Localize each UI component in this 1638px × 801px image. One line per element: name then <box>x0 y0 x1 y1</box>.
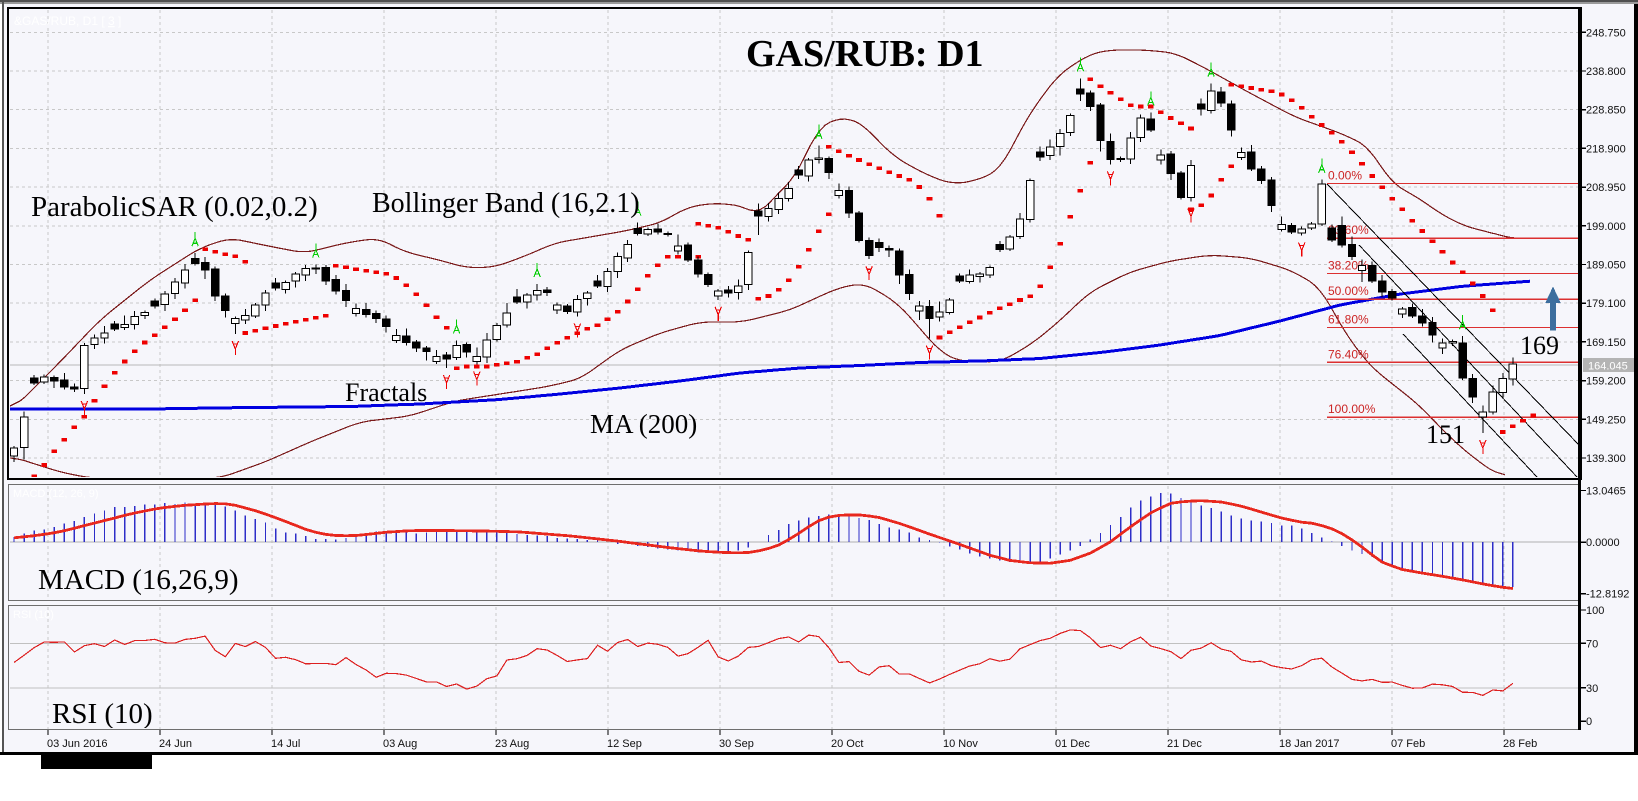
svg-text:03 Aug: 03 Aug <box>383 738 417 750</box>
svg-text:24 Jun: 24 Jun <box>159 738 192 750</box>
svg-text:01 Dec: 01 Dec <box>1055 738 1090 750</box>
svg-text:0.0000: 0.0000 <box>1586 537 1620 549</box>
svg-text:30: 30 <box>1586 683 1598 695</box>
svg-text:RSI (10): RSI (10) <box>13 609 54 621</box>
svg-text:Bollinger Band (16,2.1): Bollinger Band (16,2.1) <box>372 188 640 219</box>
svg-text:238.800: 238.800 <box>1586 66 1626 78</box>
svg-text:179.100: 179.100 <box>1586 298 1626 310</box>
svg-text:MA (200): MA (200) <box>590 409 697 439</box>
svg-text:20 Oct: 20 Oct <box>831 738 863 750</box>
svg-text:Fractals: Fractals <box>345 378 427 407</box>
svg-text:61.80%: 61.80% <box>1328 313 1369 327</box>
svg-text:228.850: 228.850 <box>1586 105 1626 117</box>
svg-text:0: 0 <box>1586 716 1592 728</box>
svg-text:169: 169 <box>1520 331 1559 360</box>
svg-text:07 Feb: 07 Feb <box>1391 738 1425 750</box>
svg-text:0.00%: 0.00% <box>1328 169 1362 183</box>
svg-text:208.950: 208.950 <box>1586 182 1626 194</box>
svg-text:RSI (10): RSI (10) <box>52 698 153 730</box>
svg-text:100.00%: 100.00% <box>1328 402 1376 416</box>
svg-text:199.000: 199.000 <box>1586 221 1626 233</box>
svg-text:-12.8192: -12.8192 <box>1586 589 1629 601</box>
svg-text:139.300: 139.300 <box>1586 453 1626 465</box>
svg-text:100: 100 <box>1586 605 1604 617</box>
svg-text:76.40%: 76.40% <box>1328 347 1369 361</box>
svg-text:23 Aug: 23 Aug <box>495 738 529 750</box>
svg-text:03 Jun 2016: 03 Jun 2016 <box>47 738 108 750</box>
svg-text:21 Dec: 21 Dec <box>1167 738 1202 750</box>
svg-text:189.050: 189.050 <box>1586 260 1626 272</box>
svg-text:MACD (12, 26, 9): MACD (12, 26, 9) <box>13 488 99 500</box>
svg-text:18 Jan 2017: 18 Jan 2017 <box>1279 738 1340 750</box>
svg-text:149.250: 149.250 <box>1586 414 1626 426</box>
svg-text:10 Nov: 10 Nov <box>943 738 978 750</box>
svg-text:151: 151 <box>1426 420 1465 449</box>
svg-text:159.200: 159.200 <box>1586 376 1626 388</box>
svg-text:70: 70 <box>1586 638 1598 650</box>
svg-text:164.045: 164.045 <box>1588 360 1628 372</box>
svg-text:GAS/RUB: D1: GAS/RUB: D1 <box>746 33 984 75</box>
svg-text:169.150: 169.150 <box>1586 337 1626 349</box>
svg-text:14 Jul: 14 Jul <box>271 738 300 750</box>
svg-text:13.0465: 13.0465 <box>1586 486 1626 498</box>
svg-text:28 Feb: 28 Feb <box>1503 738 1537 750</box>
svg-text:30 Sep: 30 Sep <box>719 738 754 750</box>
svg-text:50.00%: 50.00% <box>1328 284 1369 298</box>
svg-text:MACD (16,26,9): MACD (16,26,9) <box>38 564 239 596</box>
svg-text:218.900: 218.900 <box>1586 143 1626 155</box>
svg-text:248.750: 248.750 <box>1586 27 1626 39</box>
svg-text:12 Sep: 12 Sep <box>607 738 642 750</box>
svg-text:&GAS/RUB, D1 [ 3 ]: &GAS/RUB, D1 [ 3 ] <box>14 14 121 28</box>
svg-text:ParabolicSAR (0.02,0.2): ParabolicSAR (0.02,0.2) <box>31 191 318 223</box>
